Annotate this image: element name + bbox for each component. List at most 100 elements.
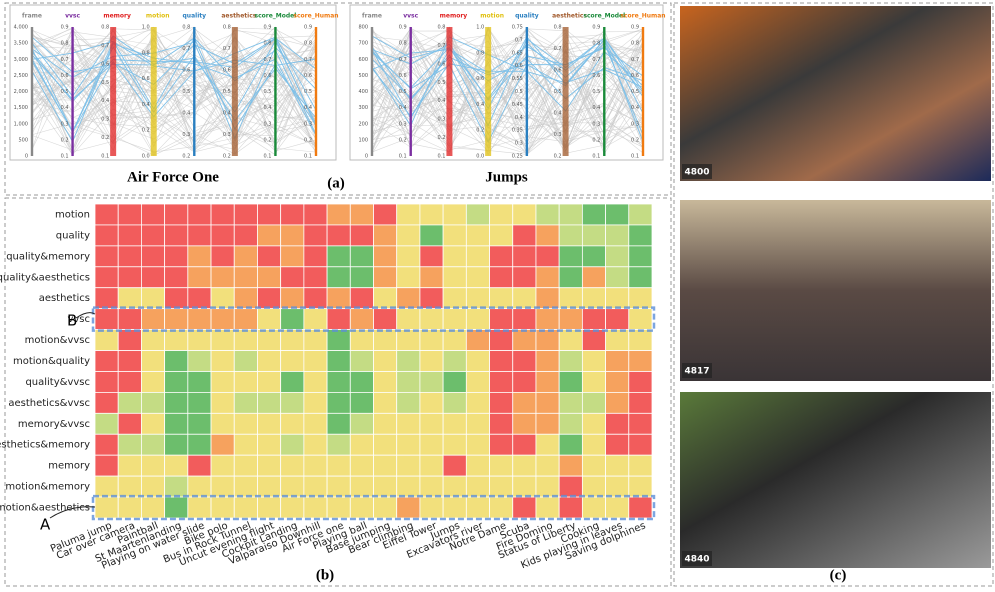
heatmap-cell [397, 371, 420, 392]
heatmap-cell [327, 204, 350, 225]
heatmap-cell [606, 288, 629, 309]
heatmap-cell [466, 392, 489, 413]
tick-label: 0.75 [512, 25, 523, 31]
heatmap-cell [420, 392, 443, 413]
axis-name: vvsc [403, 13, 418, 20]
heatmap-cell [397, 309, 420, 330]
axis-bar [232, 27, 238, 156]
heatmap-cell [304, 204, 327, 225]
tick-label: 0.2 [304, 137, 312, 143]
heatmap-cell [350, 371, 373, 392]
heatmap-cell [629, 225, 652, 246]
heatmap-cell [188, 476, 211, 497]
heatmap-cell [536, 351, 559, 372]
tick-label: 0.1 [437, 154, 445, 160]
heatmap-cell [257, 288, 280, 309]
heatmap-cell [559, 204, 582, 225]
heatmap-cell [559, 225, 582, 246]
row-label: quality&memory [6, 251, 90, 262]
heatmap-cell [466, 204, 489, 225]
heatmap-cell [211, 413, 234, 434]
axis-name: frame [22, 13, 42, 20]
heatmap-cell [118, 225, 141, 246]
heatmap-cell [234, 413, 257, 434]
tick-label: 0.6 [554, 68, 562, 74]
tick-label: 0.6 [263, 73, 271, 79]
tick-label: 0.8 [476, 50, 484, 56]
heatmap-cell [559, 309, 582, 330]
heatmap-cell [536, 204, 559, 225]
heatmap-cell [234, 330, 257, 351]
tick-label: 0 [365, 154, 368, 160]
heatmap-cell [327, 371, 350, 392]
video-frame [680, 6, 991, 181]
heatmap-cell [350, 246, 373, 267]
heatmap-cell [118, 371, 141, 392]
heatmap-cell [490, 392, 513, 413]
axis-bar [71, 27, 73, 156]
tick-label: 0 [25, 154, 28, 160]
heatmap-cell [257, 413, 280, 434]
tick-label: 0.2 [182, 154, 190, 160]
heatmap-cell [582, 246, 605, 267]
heatmap-cell [141, 246, 164, 267]
heatmap-cell [397, 351, 420, 372]
heatmap-cell [188, 225, 211, 246]
tick-label: 0.6 [631, 73, 639, 79]
heatmap-cell [513, 455, 536, 476]
heatmap-cell [582, 413, 605, 434]
heatmap-cell [374, 204, 397, 225]
heatmap-cell [536, 330, 559, 351]
heatmap-cell [257, 204, 280, 225]
tick-label: 0.8 [263, 41, 271, 47]
heatmap-cell [374, 267, 397, 288]
tick-label: 0.7 [182, 46, 190, 52]
tick-label: 0.8 [304, 41, 312, 47]
tick-label: 0.1 [304, 154, 312, 160]
axis-bar [31, 27, 33, 156]
heatmap-cell [304, 309, 327, 330]
heatmap-cell [443, 413, 466, 434]
tick-label: 0.5 [304, 89, 312, 95]
heatmap-cell [466, 267, 489, 288]
heatmap-cell [420, 267, 443, 288]
heatmap-cell [397, 497, 420, 518]
heatmap-cell [304, 497, 327, 518]
heatmap-cell [141, 497, 164, 518]
heatmap-cell [536, 476, 559, 497]
axis-bar [274, 27, 276, 156]
panel-label: (a) [327, 175, 345, 191]
heatmap-cell [582, 392, 605, 413]
row-label: memory&vvsc [18, 419, 90, 430]
heatmap-cell [165, 434, 188, 455]
heatmap-cell [211, 330, 234, 351]
heatmap-cell [118, 476, 141, 497]
heatmap-cell [397, 434, 420, 455]
axis-name: quality [515, 13, 539, 20]
heatmap-cell [374, 288, 397, 309]
heatmap-cell [420, 246, 443, 267]
heatmap-cell [513, 351, 536, 372]
heatmap-cell [536, 225, 559, 246]
tick-label: 0.5 [61, 89, 69, 95]
heatmap-cell [165, 330, 188, 351]
heatmap-cell [466, 225, 489, 246]
heatmap-cell [281, 225, 304, 246]
tick-label: 0.2 [142, 128, 150, 134]
heatmap-cell [188, 371, 211, 392]
heatmap-cell [559, 476, 582, 497]
heatmap-cell [188, 288, 211, 309]
heatmap-cell [490, 455, 513, 476]
tick-label: 0.7 [515, 37, 523, 43]
tick-label: 1,500 [14, 105, 28, 111]
heatmap-cell [165, 267, 188, 288]
heatmap-cell [304, 351, 327, 372]
figure: (a) (b) (c) 480048174840Air Force Onefra… [0, 0, 995, 588]
heatmap-cell [165, 497, 188, 518]
heatmap-cell [234, 246, 257, 267]
axis-name: motion [146, 13, 170, 20]
tick-label: 0.5 [399, 89, 407, 95]
tick-label: 0.7 [223, 46, 231, 52]
tick-label: 500 [18, 137, 28, 143]
heatmap-cell [188, 267, 211, 288]
